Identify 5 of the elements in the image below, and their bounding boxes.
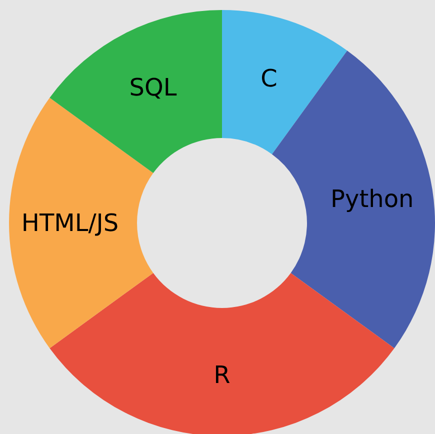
slice-label: R: [214, 361, 230, 389]
slice-label: C: [260, 64, 278, 92]
slice-label: Python: [330, 185, 414, 214]
slice-label: SQL: [129, 74, 178, 102]
slice-label: HTML/JS: [21, 209, 119, 237]
